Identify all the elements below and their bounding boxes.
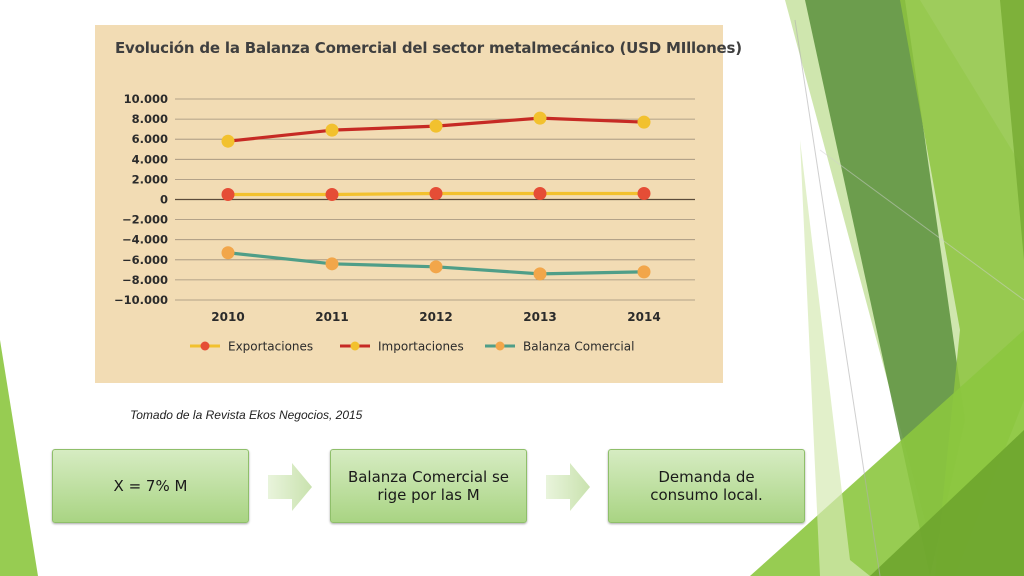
data-point xyxy=(637,186,651,200)
flow-box-2-label: Balanza Comercial se rige por las M xyxy=(347,468,510,504)
y-tick-label: −8.000 xyxy=(122,273,168,287)
y-tick-label: −2.000 xyxy=(122,213,168,227)
data-point xyxy=(533,267,547,281)
source-note: Tomado de la Revista Ekos Negocios, 2015 xyxy=(130,408,363,422)
data-point xyxy=(429,260,443,274)
x-tick-label: 2010 xyxy=(211,310,244,324)
y-tick-label: 0 xyxy=(160,193,168,207)
data-point xyxy=(221,134,235,148)
y-tick-label: 2.000 xyxy=(132,172,168,186)
y-tick-label: −10.000 xyxy=(114,293,168,307)
data-point xyxy=(325,257,339,271)
legend-entry: Balanza Comercial xyxy=(523,340,634,354)
y-tick-label: 6.000 xyxy=(132,132,168,146)
x-tick-label: 2012 xyxy=(419,310,452,324)
legend-marker-0 xyxy=(200,341,210,351)
y-tick-label: −6.000 xyxy=(122,253,168,267)
data-point xyxy=(429,186,443,200)
flow-arrow-2-icon xyxy=(546,463,590,511)
flow-arrow-1-icon xyxy=(268,463,312,511)
flow-box-2: Balanza Comercial se rige por las M xyxy=(330,449,527,523)
y-tick-label: 10.000 xyxy=(124,92,168,106)
data-point xyxy=(325,123,339,137)
chart-title: Evolución de la Balanza Comercial del se… xyxy=(115,39,742,57)
y-tick-label: 8.000 xyxy=(132,112,168,126)
data-point xyxy=(325,187,339,201)
flow-box-3-label: Demanda de consumo local. xyxy=(650,468,763,504)
data-point xyxy=(637,265,651,279)
x-tick-label: 2014 xyxy=(627,310,660,324)
legend-entry: Importaciones xyxy=(378,340,464,354)
line-chart: 10.000 8.000 6.000 4.000 2.000 0 −2.000 −4.000 −… xyxy=(114,92,695,354)
data-point xyxy=(221,246,235,260)
data-point xyxy=(429,119,443,133)
legend-marker-2 xyxy=(495,341,505,351)
data-point xyxy=(533,186,547,200)
flow-box-1: X = 7% M xyxy=(52,449,249,523)
legend-entry: Exportaciones xyxy=(228,340,313,354)
x-tick-label: 2011 xyxy=(315,310,348,324)
flow-box-1-label: X = 7% M xyxy=(113,477,188,495)
chart-panel: Evolución de la Balanza Comercial del se… xyxy=(95,25,742,383)
flow-box-3: Demanda de consumo local. xyxy=(608,449,805,523)
legend-marker-1 xyxy=(350,341,360,351)
y-tick-label: 4.000 xyxy=(132,152,168,166)
data-point xyxy=(533,111,547,125)
y-tick-label: −4.000 xyxy=(122,233,168,247)
data-point xyxy=(221,187,235,201)
data-point xyxy=(637,115,651,129)
x-tick-label: 2013 xyxy=(523,310,556,324)
